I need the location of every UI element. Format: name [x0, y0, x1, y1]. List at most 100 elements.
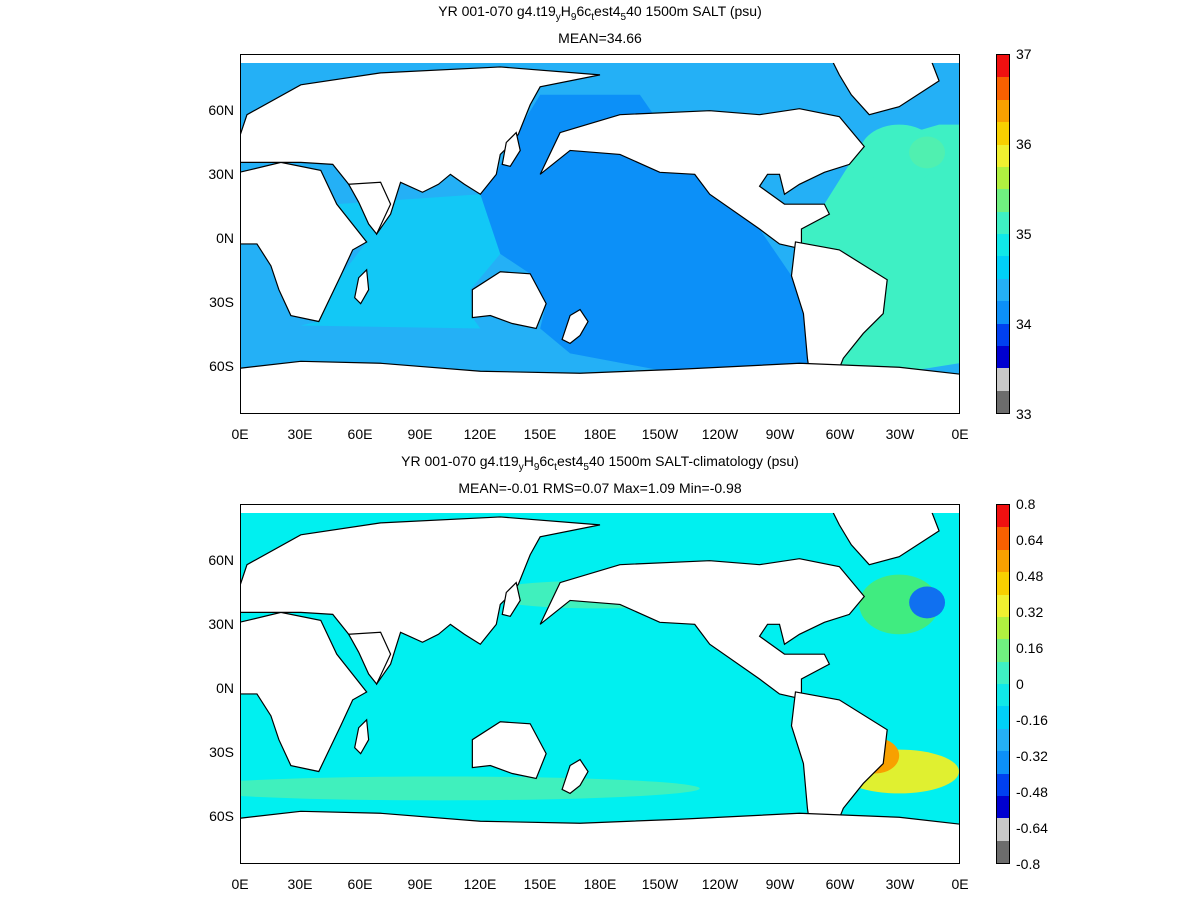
- atlantic-ocean-region: [801, 124, 959, 384]
- x-tick-label: 180E: [583, 876, 617, 892]
- gulf-stream-region: [909, 136, 946, 169]
- colorbar-swatch: [997, 77, 1009, 100]
- map-canvas: [241, 505, 959, 863]
- colorbar-label: 34: [1016, 316, 1032, 332]
- x-tick-label: 90E: [407, 876, 433, 892]
- land-india: [347, 631, 392, 686]
- land-antarctica: [241, 360, 959, 413]
- colorbar-label: -0.16: [1016, 712, 1048, 728]
- colorbar-swatch: [997, 795, 1009, 819]
- x-tick-label: 0E: [231, 426, 249, 442]
- x-tick-label: 60E: [347, 426, 373, 442]
- colorbar-label: 0: [1016, 676, 1024, 692]
- colorbar-label: 0.48: [1016, 568, 1044, 584]
- colorbar-label: 0.64: [1016, 532, 1044, 548]
- colorbar-swatch: [997, 616, 1009, 640]
- colorbar-swatch: [997, 639, 1009, 662]
- x-tick-label: 150E: [523, 426, 557, 442]
- land-africa: [241, 161, 368, 323]
- colorbar-swatch: [997, 728, 1009, 752]
- colorbar-swatch: [997, 594, 1009, 617]
- panel1-title: YR 001-070 g4.t19yH96ctest4540 1500m SAL…: [438, 3, 762, 23]
- land-newZealand: [561, 308, 589, 345]
- colorbar-swatch: [997, 818, 1009, 841]
- land-australia: [471, 271, 547, 330]
- x-tick-label: 30E: [287, 876, 313, 892]
- colorbar-swatch: [997, 256, 1009, 279]
- x-tick-label: 180E: [583, 426, 617, 442]
- x-tick-label: 30E: [287, 426, 313, 442]
- colorbar-swatch: [997, 505, 1009, 528]
- gulf-stream-region: [909, 586, 946, 619]
- colorbar-swatch: [997, 55, 1009, 78]
- colorbar-label: 36: [1016, 136, 1032, 152]
- x-tick-label: 0E: [951, 426, 969, 442]
- colorbar-label: 37: [1016, 46, 1032, 62]
- panel1-colorbar: [996, 54, 1010, 414]
- colorbar-swatch: [997, 368, 1009, 391]
- x-tick-label: 90W: [765, 426, 795, 442]
- colorbar-label: 35: [1016, 226, 1032, 242]
- panel2-subtitle: MEAN=-0.01 RMS=0.07 Max=1.09 Min=-0.98: [458, 480, 742, 496]
- anomaly-band: [241, 776, 700, 801]
- colorbar-swatch: [997, 706, 1009, 729]
- colorbar-swatch: [997, 166, 1009, 190]
- y-tick-label: 30S: [209, 744, 234, 760]
- x-tick-label: 120E: [463, 426, 497, 442]
- y-tick-label: 30N: [208, 166, 234, 182]
- land-australia: [471, 721, 547, 780]
- x-tick-label: 120W: [701, 426, 739, 442]
- colorbar-swatch: [997, 527, 1009, 550]
- pacific-ocean-region: [480, 94, 814, 400]
- x-tick-label: 60W: [825, 426, 855, 442]
- colorbar-swatch: [997, 345, 1009, 369]
- colorbar-label: -0.8: [1016, 856, 1041, 872]
- colorbar-swatch: [997, 189, 1009, 212]
- colorbar-swatch: [997, 661, 1009, 684]
- colorbar-swatch: [997, 773, 1009, 796]
- colorbar-label: 0.32: [1016, 604, 1044, 620]
- x-tick-label: 150E: [523, 876, 557, 892]
- x-tick-label: 120E: [463, 876, 497, 892]
- y-tick-label: 60S: [209, 808, 234, 824]
- y-tick-label: 0N: [216, 230, 234, 246]
- indian-ocean-region: [300, 644, 501, 779]
- land-madagascar: [354, 718, 370, 755]
- land-madagascar: [354, 268, 370, 305]
- land-india: [347, 181, 392, 236]
- panel2-title: YR 001-070 g4.t19yH96ctest4540 1500m SAL…: [401, 453, 799, 473]
- pacific-ocean-region: [480, 544, 814, 850]
- x-tick-label: 150W: [641, 426, 679, 442]
- x-tick-label: 60E: [347, 876, 373, 892]
- panel1-subtitle: MEAN=34.66: [558, 30, 642, 46]
- land-antarctica: [241, 810, 959, 863]
- polar-mask: [241, 505, 959, 513]
- colorbar-label: 33: [1016, 406, 1032, 422]
- y-tick-label: 60N: [208, 552, 234, 568]
- x-tick-label: 90E: [407, 426, 433, 442]
- x-tick-label: 90W: [765, 876, 795, 892]
- panel1-map: [240, 54, 960, 414]
- colorbar-swatch: [997, 390, 1009, 413]
- land-newZealand: [561, 758, 589, 795]
- colorbar-swatch: [997, 840, 1009, 863]
- colorbar-swatch: [997, 99, 1009, 123]
- colorbar-swatch: [997, 572, 1009, 595]
- x-tick-label: 120W: [701, 876, 739, 892]
- colorbar-swatch: [997, 211, 1009, 234]
- land-northAmerica: [539, 108, 866, 250]
- land-japan: [501, 581, 521, 618]
- colorbar-label: -0.32: [1016, 748, 1048, 764]
- y-tick-label: 60S: [209, 358, 234, 374]
- y-tick-label: 60N: [208, 102, 234, 118]
- colorbar-swatch: [997, 144, 1009, 167]
- land-northAmerica: [539, 558, 866, 700]
- colorbar-swatch: [997, 278, 1009, 302]
- y-tick-label: 0N: [216, 680, 234, 696]
- land-japan: [501, 131, 521, 168]
- x-tick-label: 60W: [825, 876, 855, 892]
- map-canvas: [241, 55, 959, 413]
- x-tick-label: 30W: [885, 426, 915, 442]
- land-africa: [241, 611, 368, 773]
- colorbar-swatch: [997, 234, 1009, 257]
